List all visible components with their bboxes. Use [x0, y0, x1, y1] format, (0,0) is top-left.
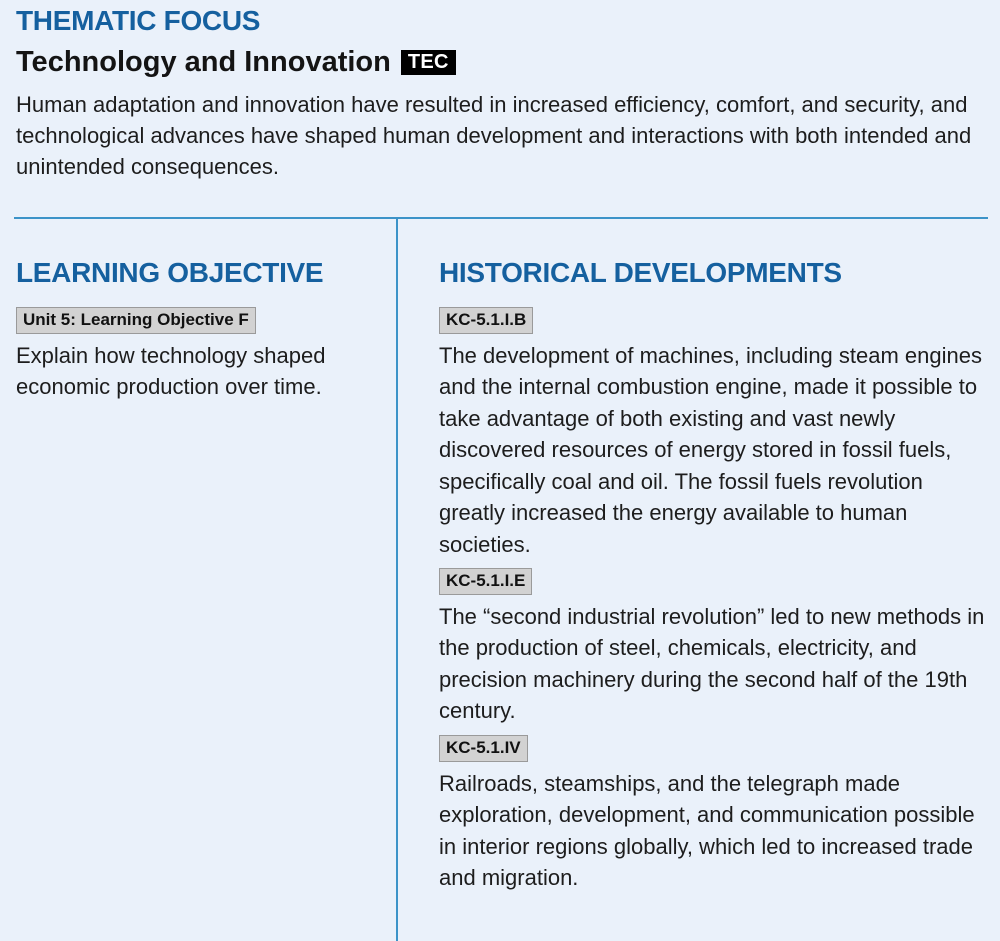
development-item: KC-5.1.I.B The development of machines, … — [439, 307, 987, 560]
horizontal-divider — [14, 217, 988, 219]
learning-objective-heading: LEARNING OBJECTIVE — [16, 257, 324, 288]
kc-code-badge: KC-5.1.I.B — [439, 307, 534, 334]
theme-title-text: Technology and Innovation — [16, 46, 391, 78]
vertical-divider — [396, 219, 398, 941]
learning-objective-label: Unit 5: Learning Objective F — [16, 307, 256, 334]
theme-description: Human adaptation and innovation have res… — [16, 91, 972, 179]
learning-objective-text: Explain how technology shaped economic p… — [16, 342, 326, 400]
learning-objective-column: LEARNING OBJECTIVE Unit 5: Learning Obje… — [16, 259, 376, 403]
development-text: Railroads, steamships, and the telegraph… — [439, 770, 975, 891]
historical-developments-heading: HISTORICAL DEVELOPMENTS — [439, 257, 842, 288]
thematic-focus-heading: THEMATIC FOCUS — [16, 5, 261, 36]
development-text: The “second industrial revolution” led t… — [439, 603, 985, 724]
historical-developments-column: HISTORICAL DEVELOPMENTS KC-5.1.I.B The d… — [439, 259, 987, 894]
development-text: The development of machines, including s… — [439, 342, 982, 557]
theme-tag-badge: TEC — [400, 50, 456, 76]
kc-code-badge: KC-5.1.I.E — [439, 568, 533, 595]
kc-code-badge: KC-5.1.IV — [439, 734, 528, 762]
development-item: KC-5.1.IV Railroads, steamships, and the… — [439, 734, 987, 894]
development-item: KC-5.1.I.E The “second industrial revolu… — [439, 568, 987, 727]
theme-title: Technology and Innovation TEC — [16, 46, 986, 79]
thematic-focus-section: THEMATIC FOCUS Technology and Innovation… — [16, 7, 986, 182]
